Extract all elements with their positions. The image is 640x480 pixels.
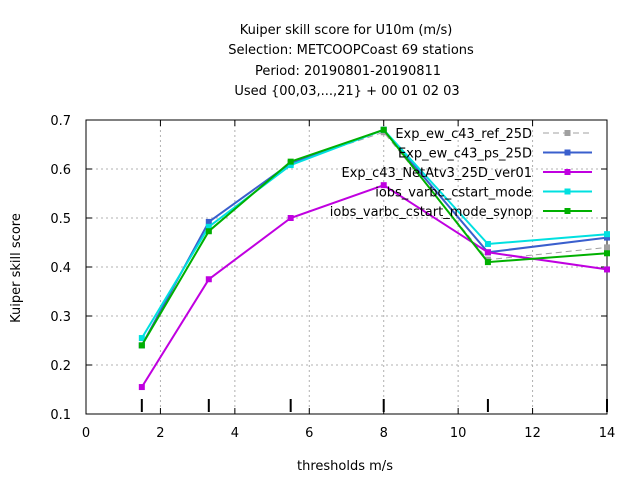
y-tick-labels: 0.1 0.2 0.3 0.4 0.5 0.6 0.7 <box>50 114 71 423</box>
chart-subtitle-used: Used {00,03,...,21} + 00 01 02 03 <box>234 84 459 99</box>
x-tick-label: 10 <box>450 426 467 441</box>
legend-label: Exp_ew_c43_ps_25D <box>398 147 532 162</box>
legend-swatch-marker <box>564 188 571 195</box>
series-lines <box>138 126 610 391</box>
data-point <box>604 250 610 257</box>
x-tick-label: 6 <box>305 426 313 441</box>
data-point <box>287 162 294 169</box>
legend-swatch-marker <box>564 130 571 136</box>
data-point <box>604 231 610 238</box>
data-point <box>205 223 212 230</box>
legend-label: Exp_ew_c43_ref_25D <box>395 127 532 142</box>
data-point <box>205 228 212 235</box>
legend-swatch-marker <box>564 208 571 214</box>
y-tick-label: 0.4 <box>50 261 71 276</box>
sample-threshold-markers <box>140 399 608 412</box>
data-point <box>205 218 212 225</box>
y-tick-label: 0.3 <box>50 310 71 325</box>
y-tick-label: 0.5 <box>50 212 71 227</box>
chart-subtitle-period: Period: 20190801-20190811 <box>255 64 441 79</box>
x-tick-label: 2 <box>156 426 164 441</box>
x-tick-label: 14 <box>599 426 616 441</box>
legend-swatch-marker <box>564 169 571 175</box>
legend-label: Exp_c43_NetAtv3_25D_ver01 <box>341 166 532 181</box>
series-line <box>141 131 608 346</box>
data-point <box>484 240 491 247</box>
data-point <box>138 342 145 349</box>
data-point <box>205 276 212 283</box>
series-line <box>140 128 608 346</box>
data-point <box>604 266 610 273</box>
y-axis-label: Kuiper skill score <box>9 213 24 323</box>
data-point <box>380 126 387 133</box>
data-point <box>138 384 145 391</box>
data-point <box>484 259 491 266</box>
data-point <box>484 249 491 256</box>
x-tick-labels: 0 2 4 6 8 10 12 14 <box>82 426 615 441</box>
chart-title-block: Kuiper skill score for U10m (m/s) Select… <box>228 23 474 99</box>
y-tick-label: 0.6 <box>50 163 71 178</box>
x-tick-label: 4 <box>231 426 239 441</box>
legend-swatch-marker <box>564 149 571 156</box>
legend-label: iobs_varbc_cstart_mode <box>375 186 532 201</box>
series-line <box>140 128 608 346</box>
series-line <box>140 128 608 339</box>
x-axis-label: thresholds m/s <box>297 459 393 474</box>
y-tick-label: 0.1 <box>50 408 71 423</box>
legend-label: iobs_varbc_cstart_mode_synop <box>330 205 532 220</box>
chart-title: Kuiper skill score for U10m (m/s) <box>240 23 453 38</box>
data-point <box>287 158 294 165</box>
series-line <box>140 184 608 388</box>
legend: Exp_ew_c43_ref_25D Exp_ew_c43_ps_25D Exp_c… <box>330 127 592 220</box>
data-point <box>604 244 610 251</box>
data-point <box>138 335 145 342</box>
chart-subtitle-selection: Selection: METCOOPCoast 69 stations <box>228 43 474 58</box>
x-tick-label: 12 <box>524 426 541 441</box>
x-tick-label: 8 <box>380 426 388 441</box>
grid <box>86 120 607 414</box>
data-point <box>287 215 294 221</box>
y-tick-label: 0.2 <box>50 359 71 374</box>
data-point <box>604 234 610 241</box>
y-tick-label: 0.7 <box>50 114 71 129</box>
data-point <box>380 182 387 189</box>
x-tick-label: 0 <box>82 426 90 441</box>
